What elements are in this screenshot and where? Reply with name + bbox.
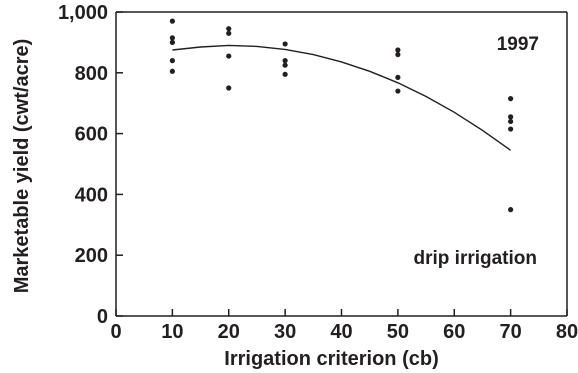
data-point [226,53,232,59]
x-tick-label: 40 [330,321,352,343]
method-annotation: drip irrigation [414,248,538,269]
x-tick-label: 60 [443,321,465,343]
x-tick-label: 80 [556,321,578,343]
data-point [508,114,514,120]
data-point [508,126,514,132]
fit-curve [172,44,512,151]
x-tick-label: 20 [218,321,240,343]
fit-curve-group [172,44,512,151]
x-ticks: 0 10 20 30 40 50 60 70 80 [110,309,578,343]
data-point [226,26,232,32]
x-axis-title: Irrigation criterion (cb) [224,348,438,370]
data-point [395,88,401,94]
data-point [226,30,232,36]
data-point [282,41,288,47]
data-point [508,207,514,213]
y-tick-label: 200 [75,245,108,267]
x-tick-label: 10 [161,321,183,343]
axes [115,11,568,317]
data-point [169,39,175,46]
y-tick-label: 1,000 [58,2,108,24]
x-tick-label: 70 [500,321,522,343]
data-point [282,58,288,64]
y-tick-label: 400 [75,184,108,206]
data-point [395,74,401,80]
y-tick-label: 600 [75,124,108,146]
x-tick-label: 50 [387,321,409,343]
data-point [282,62,288,68]
data-point [508,118,514,125]
data-point [508,96,514,102]
data-point [395,51,401,58]
data-point [169,35,175,41]
data-point [282,71,288,77]
x-tick-label: 30 [274,321,296,343]
data-points [169,18,514,213]
y-tick-label: 0 [97,306,108,328]
x-tick-label: 0 [110,321,121,343]
data-point [169,18,175,24]
data-point [169,58,175,64]
data-point [169,68,175,74]
data-point [395,47,401,53]
y-tick-label: 800 [75,63,108,85]
y-ticks: 0 200 400 600 800 1,000 [58,2,123,328]
year-annotation: 1997 [497,34,539,55]
data-point [226,85,232,91]
y-axis-title: Marketable yield (cwt/acre) [11,39,33,294]
